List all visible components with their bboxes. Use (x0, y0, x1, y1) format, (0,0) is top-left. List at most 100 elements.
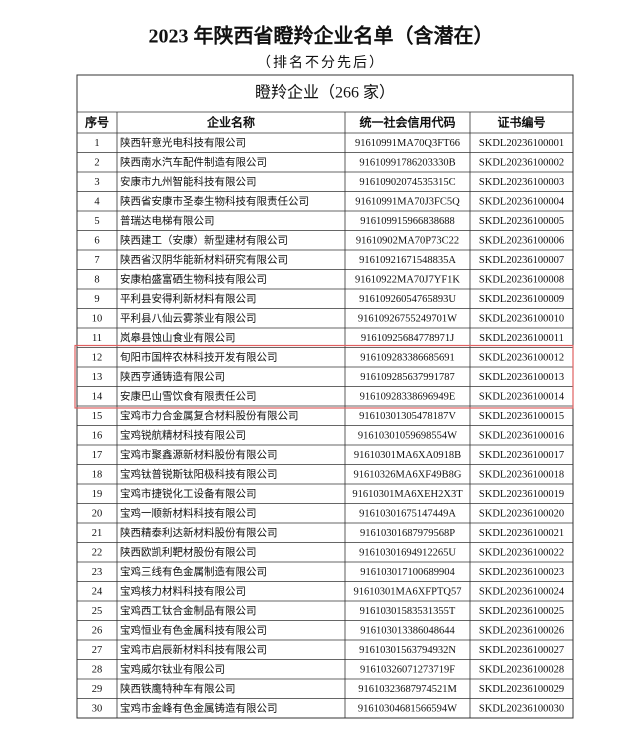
credit-code: 91610301687979568P (360, 528, 455, 539)
credit-code: 91610991MA70Q3FT66 (355, 138, 460, 149)
certificate-number: SKDL20236100025 (479, 606, 564, 617)
credit-code: 916109285637991787 (360, 372, 455, 383)
company-name: 陕西省安康市圣泰生物科技有限责任公司 (120, 195, 309, 208)
certificate-number: SKDL20236100020 (479, 509, 564, 520)
company-name: 安康柏盛富硒生物科技有限公司 (120, 273, 267, 286)
certificate-number: SKDL20236100022 (479, 548, 564, 559)
certificate-number: SKDL20236100029 (479, 684, 564, 695)
credit-code: 91610301563794932N (359, 645, 456, 656)
company-name: 陕西精泰利达新材料股份有限公司 (120, 526, 278, 539)
company-name: 宝鸡市聚鑫源新材料股份有限公司 (120, 448, 278, 461)
certificate-number: SKDL20236100012 (479, 353, 564, 364)
certificate-number: SKDL20236100007 (479, 255, 564, 266)
company-name: 宝鸡核力材料科技有限公司 (120, 585, 246, 598)
title: 2023 年陕西省瞪羚企业名单（含潜在） (149, 24, 494, 48)
company-name: 宝鸡市捷锐化工设备有限公司 (120, 487, 257, 500)
company-name: 宝鸡西工钛合金制品有限公司 (120, 604, 257, 617)
certificate-number: SKDL20236100019 (479, 489, 564, 500)
credit-code: 91610928338696949E (360, 392, 456, 403)
credit-code: 91610902074535315C (359, 177, 455, 188)
company-name: 宝鸡锐航精材科技有限公司 (120, 429, 246, 442)
row-number: 20 (92, 509, 103, 520)
credit-code: 91610902MA70P73C22 (356, 236, 459, 247)
credit-code: 91610921671548835A (359, 255, 456, 266)
row-number: 26 (92, 626, 103, 637)
certificate-number: SKDL20236100030 (479, 704, 564, 715)
column-header: 序号 (85, 114, 109, 129)
row-number: 29 (92, 684, 103, 695)
credit-code: 91610926755249701W (358, 314, 457, 325)
credit-code: 916109915966838688 (360, 216, 455, 227)
row-number: 13 (92, 372, 103, 383)
row-number: 17 (92, 450, 103, 461)
row-number: 11 (92, 333, 102, 344)
row-number: 4 (94, 197, 100, 208)
credit-code: 91610301583531355T (360, 606, 456, 617)
credit-code: 91610926054765893U (359, 294, 456, 305)
credit-code: 91610922MA70J7YF1K (355, 275, 460, 286)
row-number: 30 (92, 704, 103, 715)
row-number: 2 (94, 158, 99, 169)
certificate-number: SKDL20236100016 (479, 431, 564, 442)
row-number: 16 (92, 431, 103, 442)
company-name: 陕西铁鹰特种车有限公司 (120, 682, 236, 695)
table-caption: 瞪羚企业（266 家） (255, 84, 395, 102)
certificate-number: SKDL20236100028 (479, 665, 564, 676)
credit-code: 916103017100689904 (360, 567, 455, 578)
company-name: 陕西南水汽车配件制造有限公司 (120, 156, 267, 169)
certificate-number: SKDL20236100015 (479, 411, 564, 422)
credit-code: 91610991MA70J3FC5Q (355, 197, 460, 208)
certificate-number: SKDL20236100021 (479, 528, 564, 539)
credit-code: 916109283386685691 (360, 353, 455, 364)
credit-code: 91610304681566594W (358, 704, 457, 715)
company-name: 平利县安得利新材料有限公司 (120, 292, 257, 305)
row-number: 15 (92, 411, 103, 422)
row-number: 14 (92, 392, 103, 403)
certificate-number: SKDL20236100011 (479, 333, 564, 344)
column-header: 统一社会信用代码 (359, 114, 455, 129)
company-name: 宝鸡钛普锐斯钛阳极科技有限公司 (120, 468, 278, 481)
credit-code: 91610326MA6XF49B8G (354, 470, 462, 481)
certificate-number: SKDL20236100026 (479, 626, 564, 637)
company-name: 安康巴山雪饮食有限责任公司 (120, 390, 257, 403)
row-number: 3 (94, 177, 99, 188)
company-name: 宝鸡恒业有色金属科技有限公司 (120, 624, 267, 637)
credit-code: 91610323687974521M (358, 684, 457, 695)
row-number: 21 (92, 528, 103, 539)
credit-code: 91610301675147449A (359, 509, 456, 520)
certificate-number: SKDL20236100005 (479, 216, 564, 227)
certificate-number: SKDL20236100024 (479, 587, 565, 598)
certificate-number: SKDL20236100010 (479, 314, 564, 325)
certificate-number: SKDL20236100013 (479, 372, 564, 383)
credit-code: 916103013386048644 (360, 626, 455, 637)
row-number: 8 (94, 275, 99, 286)
row-number: 23 (92, 567, 103, 578)
certificate-number: SKDL20236100003 (479, 177, 564, 188)
company-name: 普瑞达电梯有限公司 (120, 214, 215, 227)
company-name: 陕西省汉阴华能新材料研究有限公司 (120, 253, 288, 266)
row-number: 28 (92, 665, 103, 676)
company-name: 岚皋县蚀山食业有限公司 (120, 331, 236, 344)
subtitle: （排名不分先后） (257, 55, 385, 71)
highlight-box (74, 344, 574, 409)
certificate-number: SKDL20236100018 (479, 470, 564, 481)
row-number: 1 (94, 138, 99, 149)
company-name: 陕西轩意光电科技有限公司 (120, 136, 246, 149)
certificate-number: SKDL20236100002 (479, 158, 564, 169)
certificate-number: SKDL20236100023 (479, 567, 564, 578)
row-number: 5 (94, 216, 99, 227)
company-name: 安康市九州智能科技有限公司 (120, 175, 257, 188)
row-number: 24 (92, 587, 103, 598)
company-name: 旬阳市国梓农林科技开发有限公司 (120, 351, 278, 364)
certificate-number: SKDL20236100027 (479, 645, 564, 656)
certificate-number: SKDL20236100001 (479, 138, 564, 149)
company-name: 平利县八仙云雾茶业有限公司 (120, 312, 257, 325)
credit-code: 91610301MA6XFPTQ57 (354, 587, 462, 598)
row-number: 22 (92, 548, 103, 559)
company-name: 陕西建工（安康）新型建材有限公司 (120, 234, 288, 247)
column-header: 企业名称 (206, 114, 255, 129)
row-number: 25 (92, 606, 103, 617)
row-number: 6 (94, 236, 99, 247)
company-name: 陕西欧凯利靶材股份有限公司 (120, 546, 257, 559)
